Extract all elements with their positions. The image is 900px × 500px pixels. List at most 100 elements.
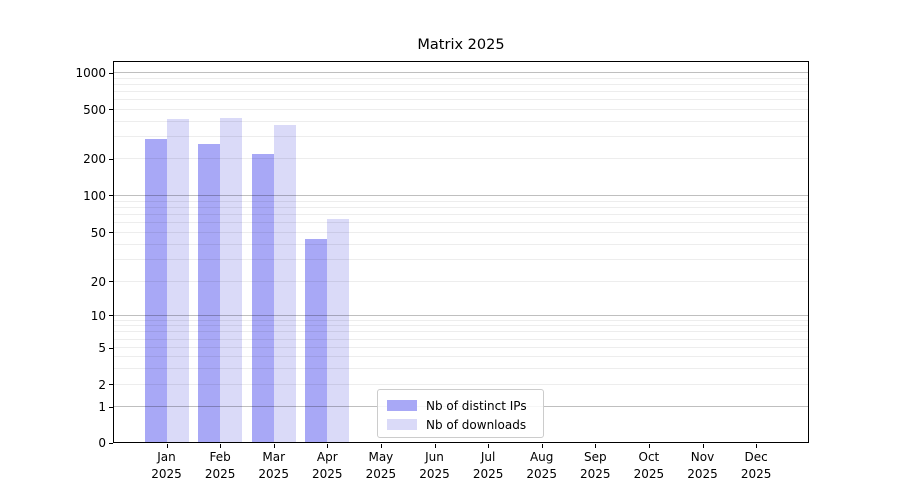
x-tick-month: Nov <box>690 450 715 464</box>
legend-item-distinct-ips: Nb of distinct IPs <box>387 396 543 415</box>
x-tick-year: 2025 <box>151 466 182 481</box>
gridline-y-20 <box>113 280 809 282</box>
y-tick-label-1000: 1000 <box>75 66 106 81</box>
x-tick-year: 2025 <box>472 466 504 481</box>
x-tick-mark-dec <box>756 444 758 448</box>
gridline-y-7 <box>113 331 809 333</box>
gridline-y-50 <box>113 231 809 233</box>
gridline-y-900 <box>113 77 809 79</box>
gridline-y-400 <box>113 120 809 122</box>
x-tick-label-aug: Aug 2025 <box>526 449 557 482</box>
y-tick-mark-5 <box>109 347 113 349</box>
gridline-y-3 <box>113 367 809 369</box>
x-tick-month: Apr <box>316 450 338 464</box>
y-tick-label-100: 100 <box>83 188 106 203</box>
x-tick-mark-mar <box>273 444 275 448</box>
y-tick-mark-200 <box>109 158 113 160</box>
bar-downloads-feb <box>220 118 243 443</box>
y-tick-mark-2 <box>109 384 113 386</box>
x-tick-label-mar: Mar 2025 <box>258 449 289 482</box>
y-tick-mark-500 <box>109 109 113 111</box>
bar-downloads-jan <box>166 119 189 443</box>
y-tick-label-0: 0 <box>98 436 106 450</box>
x-tick-mark-sep <box>595 444 597 448</box>
x-tick-label-feb: Feb 2025 <box>205 449 236 482</box>
bar-distinct-ips-feb <box>198 144 221 443</box>
legend-label-downloads: Nb of downloads <box>426 417 527 432</box>
bar-downloads-mar <box>273 124 296 443</box>
x-tick-month: Sep <box>583 450 607 464</box>
y-tick-mark-1 <box>109 406 113 408</box>
y-tick-label-20: 20 <box>90 274 106 289</box>
legend-label-distinct-ips: Nb of distinct IPs <box>426 398 527 413</box>
gridline-y-700 <box>113 91 809 93</box>
gridline-y-40 <box>113 243 809 245</box>
gridline-y-300 <box>113 136 809 138</box>
gridline-y-80 <box>113 206 809 208</box>
y-tick-mark-10 <box>109 315 113 317</box>
y-tick-mark-50 <box>109 232 113 234</box>
y-tick-label-500: 500 <box>83 102 106 117</box>
gridline-y-500 <box>113 108 809 110</box>
x-tick-mark-aug <box>541 444 543 448</box>
gridline-y-10 <box>113 314 809 316</box>
x-tick-mark-jul <box>488 444 490 448</box>
y-tick-label-1: 1 <box>98 400 106 415</box>
gridline-y-600 <box>113 99 809 101</box>
x-tick-year: 2025 <box>204 466 236 481</box>
gridline-y-6 <box>113 338 809 340</box>
chart-title: Matrix 2025 <box>417 37 505 53</box>
gridline-y-60 <box>113 221 809 223</box>
x-tick-mark-nov <box>702 444 704 448</box>
gridline-y-2 <box>113 383 809 385</box>
legend: Nb of distinct IPs Nb of downloads <box>377 389 544 438</box>
y-tick-label-50: 50 <box>90 225 106 240</box>
gridline-y-8 <box>113 325 809 327</box>
y-tick-label-2: 2 <box>98 377 106 392</box>
x-tick-year: 2025 <box>687 466 718 481</box>
x-tick-label-apr: Apr 2025 <box>312 449 343 482</box>
gridline-y-200 <box>113 158 809 160</box>
x-tick-mark-jan <box>166 444 168 448</box>
x-tick-month: Jun <box>425 450 444 464</box>
x-tick-month: May <box>368 450 394 464</box>
x-tick-mark-may <box>380 444 382 448</box>
y-tick-label-10: 10 <box>90 308 106 323</box>
gridline-y-5 <box>113 347 809 349</box>
x-tick-month: Oct <box>638 450 660 464</box>
y-tick-mark-1000 <box>109 72 113 74</box>
x-tick-mark-oct <box>648 444 650 448</box>
x-tick-month: Jan <box>157 450 176 464</box>
x-tick-year: 2025 <box>419 466 450 481</box>
bar-distinct-ips-apr <box>305 239 328 443</box>
bar-distinct-ips-mar <box>251 154 274 443</box>
x-tick-month: Mar <box>262 450 286 464</box>
gridline-y-4 <box>113 356 809 357</box>
gridline-y-100 <box>113 194 809 196</box>
x-tick-year: 2025 <box>633 466 665 481</box>
x-tick-label-nov: Nov 2025 <box>687 449 718 482</box>
bar-downloads-apr <box>327 218 350 443</box>
legend-item-downloads: Nb of downloads <box>387 415 543 434</box>
legend-swatch-downloads <box>387 419 417 430</box>
x-tick-label-may: May 2025 <box>366 449 397 482</box>
x-tick-year: 2025 <box>365 466 397 481</box>
y-tick-mark-20 <box>109 281 113 282</box>
x-tick-year: 2025 <box>526 466 557 481</box>
gridline-y-800 <box>113 84 809 86</box>
x-tick-month: Jul <box>480 450 496 464</box>
x-tick-mark-feb <box>220 444 222 448</box>
x-tick-month: Dec <box>744 450 768 464</box>
x-tick-label-oct: Oct 2025 <box>634 449 665 482</box>
x-tick-month: Aug <box>529 450 554 464</box>
y-tick-label-5: 5 <box>98 341 106 356</box>
plot-area <box>113 61 809 443</box>
x-tick-label-sep: Sep 2025 <box>580 449 611 482</box>
y-tick-mark-0 <box>109 442 113 444</box>
gridline-y-70 <box>113 213 809 215</box>
x-tick-label-dec: Dec 2025 <box>741 449 772 482</box>
x-tick-year: 2025 <box>580 466 611 481</box>
y-tick-mark-100 <box>109 195 113 197</box>
x-tick-year: 2025 <box>258 466 289 481</box>
